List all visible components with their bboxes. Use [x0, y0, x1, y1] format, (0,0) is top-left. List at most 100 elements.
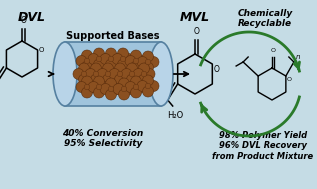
Circle shape: [81, 71, 87, 77]
Circle shape: [120, 68, 131, 80]
Circle shape: [87, 81, 98, 92]
Circle shape: [125, 56, 136, 67]
Circle shape: [81, 76, 93, 87]
Circle shape: [90, 63, 101, 74]
Text: O: O: [270, 48, 275, 53]
Circle shape: [113, 84, 124, 94]
Text: Chemically
Recyclable: Chemically Recyclable: [237, 9, 293, 28]
Circle shape: [118, 48, 128, 59]
Circle shape: [119, 89, 130, 100]
Text: O: O: [193, 27, 199, 36]
Circle shape: [79, 63, 89, 74]
Circle shape: [145, 59, 151, 65]
Circle shape: [148, 81, 159, 91]
Text: Supported Bases: Supported Bases: [66, 31, 160, 41]
Circle shape: [106, 89, 117, 100]
Circle shape: [126, 63, 138, 74]
Text: DVL: DVL: [18, 11, 46, 24]
Circle shape: [81, 50, 93, 61]
Circle shape: [124, 84, 135, 94]
Circle shape: [111, 53, 122, 64]
Circle shape: [106, 59, 117, 70]
Text: O: O: [39, 47, 44, 53]
Circle shape: [120, 56, 126, 62]
Circle shape: [137, 81, 148, 91]
Circle shape: [131, 87, 141, 98]
Circle shape: [100, 84, 111, 94]
Circle shape: [143, 51, 153, 62]
Circle shape: [114, 74, 126, 85]
Circle shape: [133, 68, 144, 80]
Circle shape: [76, 56, 87, 67]
Circle shape: [81, 87, 93, 98]
Circle shape: [81, 61, 93, 72]
Circle shape: [133, 84, 139, 90]
Circle shape: [84, 84, 90, 90]
Circle shape: [106, 78, 117, 89]
Text: MVL: MVL: [180, 11, 210, 24]
Circle shape: [123, 53, 134, 64]
Circle shape: [108, 56, 114, 62]
Circle shape: [97, 68, 108, 80]
Circle shape: [136, 56, 147, 67]
Circle shape: [99, 81, 110, 92]
Circle shape: [117, 71, 123, 77]
Ellipse shape: [53, 42, 77, 106]
Circle shape: [87, 56, 98, 67]
Circle shape: [133, 58, 139, 64]
Circle shape: [102, 74, 113, 85]
Circle shape: [119, 78, 130, 89]
Text: O: O: [20, 16, 26, 25]
Circle shape: [99, 53, 110, 64]
Circle shape: [137, 57, 148, 67]
Circle shape: [125, 81, 136, 92]
Circle shape: [94, 59, 105, 70]
Circle shape: [136, 81, 147, 92]
Circle shape: [132, 68, 143, 80]
Circle shape: [109, 68, 120, 80]
Circle shape: [139, 74, 150, 85]
Circle shape: [96, 68, 107, 80]
Text: O: O: [287, 77, 292, 82]
Text: 40% Conversion
95% Selectivity: 40% Conversion 95% Selectivity: [62, 129, 144, 148]
Circle shape: [141, 71, 147, 77]
Bar: [65, 42, 161, 106]
Circle shape: [100, 53, 111, 64]
Circle shape: [131, 50, 141, 61]
Circle shape: [84, 58, 90, 64]
Circle shape: [93, 71, 99, 77]
Text: 98% Polymer Yield
96% DVL Recovery
from Product Mixture: 98% Polymer Yield 96% DVL Recovery from …: [212, 131, 314, 161]
Text: n: n: [296, 54, 300, 60]
Circle shape: [85, 68, 96, 80]
Circle shape: [139, 63, 150, 74]
Circle shape: [131, 76, 141, 87]
Circle shape: [121, 68, 132, 80]
Circle shape: [88, 81, 99, 92]
Text: O: O: [213, 65, 219, 74]
Circle shape: [94, 87, 105, 98]
Circle shape: [90, 74, 101, 85]
Circle shape: [118, 59, 128, 70]
Circle shape: [106, 48, 117, 59]
Circle shape: [111, 84, 122, 94]
Circle shape: [145, 83, 151, 89]
Circle shape: [73, 68, 84, 80]
Circle shape: [108, 68, 119, 80]
Circle shape: [143, 86, 153, 97]
Circle shape: [84, 68, 95, 80]
Circle shape: [143, 75, 153, 86]
Circle shape: [148, 57, 159, 67]
Circle shape: [143, 62, 153, 73]
Circle shape: [108, 86, 114, 92]
Circle shape: [114, 63, 126, 74]
Circle shape: [112, 53, 123, 64]
Circle shape: [121, 86, 127, 92]
Circle shape: [94, 76, 105, 87]
Circle shape: [94, 48, 105, 59]
Circle shape: [144, 68, 155, 80]
Text: H₂O: H₂O: [167, 111, 183, 120]
Circle shape: [88, 53, 99, 64]
Circle shape: [79, 74, 89, 85]
Circle shape: [129, 71, 135, 77]
Circle shape: [102, 63, 113, 74]
